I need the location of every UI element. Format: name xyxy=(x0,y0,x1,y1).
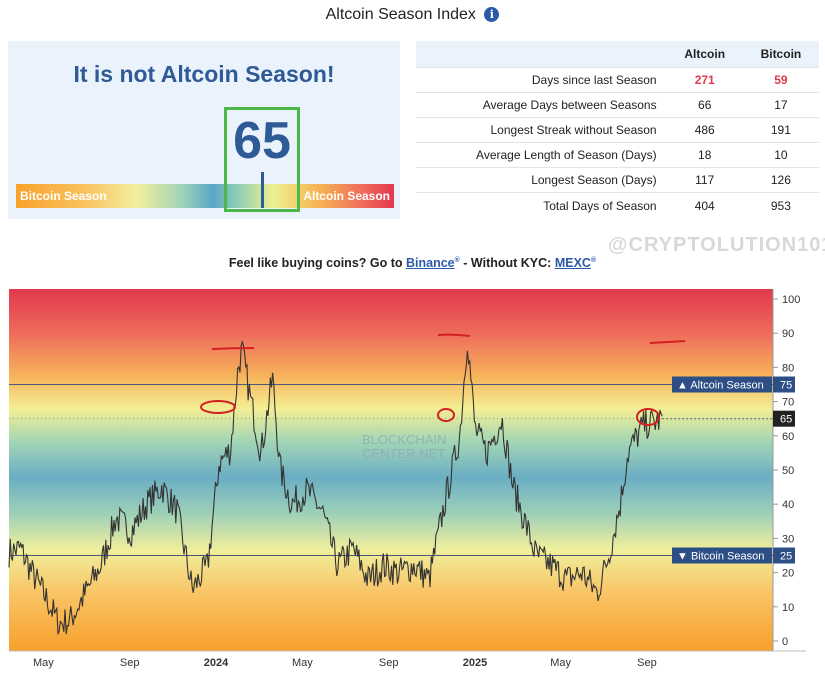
stat-label: Days since last Season xyxy=(416,66,667,93)
mexc-mark: ® xyxy=(590,256,597,264)
meter-needle xyxy=(261,172,264,208)
x-tick-label: May xyxy=(292,657,313,669)
y-tick-label: 20 xyxy=(782,568,794,580)
altcoin-season-label: Altcoin Season xyxy=(303,189,390,203)
binance-mark: ® xyxy=(454,256,460,264)
y-tick-label: 30 xyxy=(782,533,794,545)
bitcoin-season-label: Bitcoin Season xyxy=(20,189,107,203)
stat-bitcoin-value: 59 xyxy=(742,66,819,93)
x-tick-label: Sep xyxy=(120,657,140,669)
threshold-label-box xyxy=(672,547,772,564)
stat-bitcoin-value: 126 xyxy=(742,167,819,193)
table-row: Average Days between Seasons 66 17 xyxy=(416,91,819,118)
annotation-stroke xyxy=(211,347,255,350)
current-value-highlight xyxy=(224,107,300,212)
threshold-value-box xyxy=(773,547,795,564)
stat-bitcoin-value: 953 xyxy=(742,192,819,219)
mexc-link[interactable]: MEXC xyxy=(554,256,591,270)
stat-altcoin-value: 404 xyxy=(666,192,743,219)
table-row: Longest Season (Days) 117 126 xyxy=(416,167,819,193)
stat-altcoin-value: 18 xyxy=(666,142,743,168)
table-row: Days since last Season 271 59 xyxy=(416,66,819,93)
stats-header-blank xyxy=(416,41,667,67)
stat-bitcoin-value: 17 xyxy=(742,91,819,118)
y-tick-label: 80 xyxy=(782,362,794,374)
stats-header-bitcoin: Bitcoin xyxy=(742,41,819,67)
annotation-circle xyxy=(437,408,455,422)
x-tick-label: 2024 xyxy=(204,657,229,669)
threshold-value: 25 xyxy=(780,551,792,563)
threshold-label: ▼ Bitcoin Season xyxy=(677,551,764,563)
stat-label: Longest Season (Days) xyxy=(416,167,667,193)
author-watermark: @CRYPTOLUTION101 xyxy=(608,234,825,256)
promo-line: Feel like buying coins? Go to Binance® -… xyxy=(0,256,825,270)
x-tick-label: May xyxy=(33,657,54,669)
season-gradient-bar xyxy=(16,184,394,208)
stat-altcoin-value: 66 xyxy=(666,91,743,118)
annotation-stroke xyxy=(437,333,471,337)
annotation-circle xyxy=(636,408,660,426)
stat-bitcoin-value: 191 xyxy=(742,116,819,143)
y-tick-label: 0 xyxy=(782,636,788,648)
hand-drawn-annotations xyxy=(200,333,686,426)
stat-label: Average Length of Season (Days) xyxy=(416,142,667,168)
x-tick-label: Sep xyxy=(379,657,399,669)
stat-label: Average Days between Seasons xyxy=(416,91,667,118)
table-row: Longest Streak without Season 486 191 xyxy=(416,116,819,143)
stat-label: Longest Streak without Season xyxy=(416,116,667,143)
season-meter-panel: It is not Altcoin Season! Bitcoin Season… xyxy=(8,41,400,219)
x-tick-label: May xyxy=(550,657,571,669)
page-title-text: Altcoin Season Index xyxy=(325,6,476,23)
annotation-stroke xyxy=(649,340,686,344)
stat-bitcoin-value: 10 xyxy=(742,142,819,168)
promo-middle: - Without KYC: xyxy=(459,256,555,270)
y-tick-label: 100 xyxy=(782,294,800,306)
binance-link[interactable]: Binance xyxy=(405,256,455,270)
y-tick-label: 60 xyxy=(782,431,794,443)
threshold-value: 75 xyxy=(780,380,792,392)
threshold-value-box xyxy=(773,376,795,393)
chart-watermark-line-1: BLOCKCHAIN xyxy=(362,432,447,447)
x-tick-label: 2025 xyxy=(463,657,487,669)
season-headline: It is not Altcoin Season! xyxy=(73,61,335,87)
altcoin-index-chart: 0 10 20 30 40 50 60 70 80 90 100 May Sep 2024 May Sep 2… xyxy=(8,289,806,669)
current-index-value: 65 xyxy=(233,112,291,170)
threshold-label-box xyxy=(672,376,772,393)
current-value-box xyxy=(773,410,795,427)
y-tick-label: 40 xyxy=(782,499,794,511)
stat-altcoin-value: 271 xyxy=(666,66,743,93)
info-icon[interactable]: i xyxy=(484,7,500,22)
stats-header-row: Altcoin Bitcoin xyxy=(416,41,819,67)
y-tick-label: 10 xyxy=(782,602,794,614)
season-stats-table: Altcoin Bitcoin Days since last Season 2… xyxy=(416,41,819,219)
chart-watermark-line-2: CENTER.NET xyxy=(362,446,445,461)
stat-label: Total Days of Season xyxy=(416,192,667,219)
stat-altcoin-value: 117 xyxy=(666,167,743,193)
table-row: Total Days of Season 404 953 xyxy=(416,192,819,219)
stats-header-altcoin: Altcoin xyxy=(666,41,743,67)
y-tick-label: 70 xyxy=(782,397,794,409)
chart-plot-background xyxy=(9,289,773,651)
altcoin-index-series-line xyxy=(8,340,663,635)
current-value-label: 65 xyxy=(780,414,792,426)
stat-altcoin-value: 486 xyxy=(666,116,743,143)
y-tick-label: 50 xyxy=(782,465,794,477)
annotation-circle xyxy=(200,400,236,414)
y-tick-label: 90 xyxy=(782,328,794,340)
promo-prefix: Feel like buying coins? Go to xyxy=(228,256,406,270)
x-tick-label: Sep xyxy=(637,657,657,669)
page-title: Altcoin Season Index i xyxy=(0,6,825,24)
table-row: Average Length of Season (Days) 18 10 xyxy=(416,142,819,168)
threshold-label: ▲ Altcoin Season xyxy=(677,380,764,392)
